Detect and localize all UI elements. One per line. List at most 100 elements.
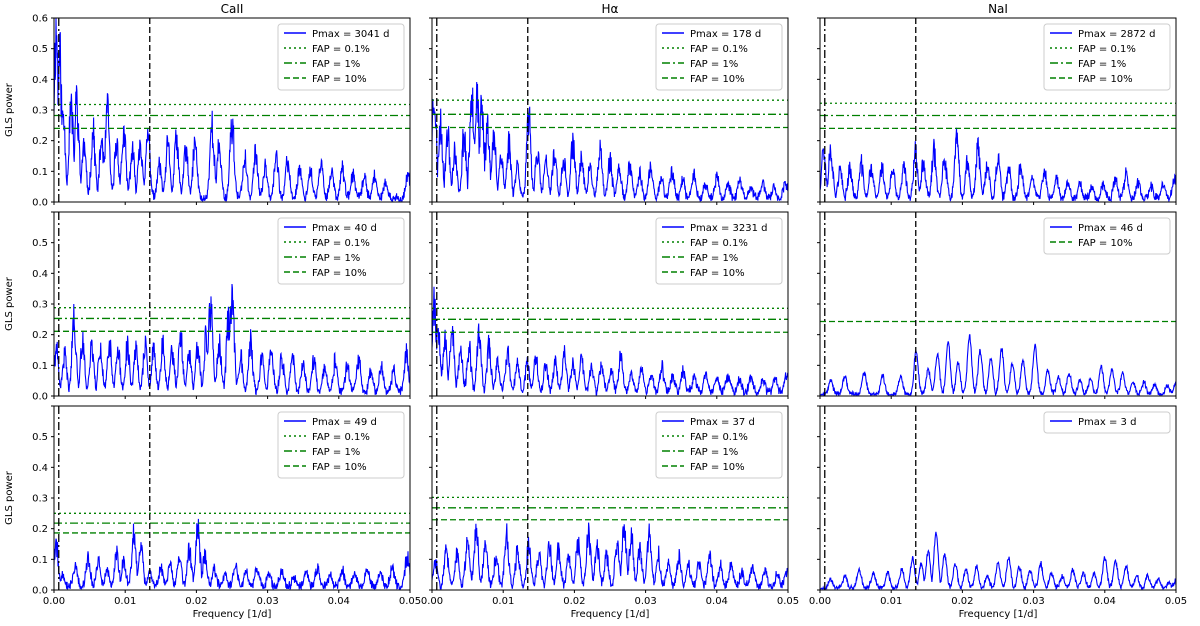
y-axis-label: GLS power <box>4 82 15 137</box>
x-tick-label: 0.00 <box>43 596 65 607</box>
y-tick-label: 0.0 <box>32 198 48 209</box>
legend-fap-label: FAP = 10% <box>312 268 367 279</box>
x-tick-label: 0.01 <box>880 596 902 607</box>
panel-2-2: 0.00 0.01 0.02 0.03 0.04 0.05 Frequency [1/d] P… <box>809 405 1187 620</box>
column-title: CaII <box>221 2 244 16</box>
x-axis-label: Frequency [1/d] <box>193 609 272 620</box>
x-tick-label: 0.00 <box>809 596 831 607</box>
x-axis-label: Frequency [1/d] <box>959 609 1038 620</box>
legend-pmax: Pmax = 3231 d <box>690 223 768 234</box>
y-axis-label: GLS power <box>4 276 15 331</box>
legend-frame <box>1043 411 1171 434</box>
y-tick-label: 0.5 <box>32 238 48 249</box>
x-tick-label: 0.01 <box>114 596 136 607</box>
y-tick-label: 0.1 <box>32 167 48 178</box>
periodogram-line <box>820 127 1176 202</box>
periodogram-line <box>820 531 1176 590</box>
panel-0-0: 0.0 0.1 0.2 0.3 0.4 0.5 0.6 Pmax = 3041 d FAP = … <box>32 14 411 209</box>
x-tick-label: 0.04 <box>1094 596 1116 607</box>
column-title: Hα <box>602 2 619 16</box>
legend-fap-label: FAP = 0.1% <box>690 432 748 443</box>
legend-frame <box>655 217 783 285</box>
panel-2-0: 0.0 0.1 0.2 0.3 0.4 0.5 0.00 0.01 0.02 0.03 0.04 0.… <box>32 405 421 620</box>
y-tick-label: 0.0 <box>32 392 48 403</box>
y-tick-label: 0.3 <box>32 300 48 311</box>
panel-1-1: Pmax = 3231 d FAP = 0.1% FAP = 1% FAP = 10% <box>429 211 789 399</box>
periodogram-line <box>432 522 788 590</box>
legend-fap-label: FAP = 1% <box>690 447 738 458</box>
legend-frame <box>1043 23 1171 91</box>
legend: Pmax = 2872 d FAP = 0.1% FAP = 1% FAP = 10% <box>1043 23 1171 91</box>
y-tick-label: 0.1 <box>32 361 48 372</box>
x-tick-label: 0.01 <box>492 596 514 607</box>
legend-frame <box>277 217 405 285</box>
x-tick-label: 0.05 <box>399 596 421 607</box>
y-tick-label: 0.2 <box>32 330 48 341</box>
legend-frame <box>277 411 405 479</box>
legend-fap-label: FAP = 10% <box>690 462 745 473</box>
y-tick-label: 0.2 <box>32 136 48 147</box>
x-tick-label: 0.03 <box>1022 596 1044 607</box>
legend-fap-label: FAP = 0.1% <box>312 432 370 443</box>
legend-pmax: Pmax = 3041 d <box>312 29 390 40</box>
legend-pmax: Pmax = 178 d <box>690 29 761 40</box>
periodogram-line <box>820 334 1176 396</box>
legend-fap-label: FAP = 0.1% <box>690 44 748 55</box>
panel-1-0: 0.0 0.1 0.2 0.3 0.4 0.5 Pmax = 40 d FAP = 0.1% F… <box>32 211 411 403</box>
legend-fap-label: FAP = 10% <box>312 462 367 473</box>
legend-fap-label: FAP = 10% <box>1078 238 1133 249</box>
x-tick-label: 0.04 <box>328 596 350 607</box>
y-tick-label: 0.5 <box>32 432 48 443</box>
legend-fap-label: FAP = 0.1% <box>690 238 748 249</box>
x-tick-label: 0.02 <box>185 596 207 607</box>
legend: Pmax = 178 d FAP = 0.1% FAP = 1% FAP = 10% <box>655 23 783 91</box>
legend-frame <box>655 23 783 91</box>
legend-frame <box>277 23 405 91</box>
panel-0-1: Pmax = 178 d FAP = 0.1% FAP = 1% FAP = 10% <box>429 17 789 205</box>
y-tick-label: 0.0 <box>32 586 48 597</box>
x-tick-label: 0.02 <box>951 596 973 607</box>
legend-frame <box>1043 217 1171 255</box>
y-tick-label: 0.4 <box>32 75 48 86</box>
legend-fap-label: FAP = 1% <box>312 59 360 70</box>
y-tick-label: 0.5 <box>32 44 48 55</box>
legend: Pmax = 3 d <box>1043 411 1171 434</box>
periodogram-line <box>54 283 410 396</box>
panel-2-1: 0.00 0.01 0.02 0.03 0.04 0.05 Frequency [1/d] P… <box>421 405 799 620</box>
y-tick-label: 0.4 <box>32 269 48 280</box>
x-tick-label: 0.05 <box>777 596 799 607</box>
periodogram-line <box>432 81 788 202</box>
legend-frame <box>655 411 783 479</box>
y-axis-label: GLS power <box>4 470 15 525</box>
legend-pmax: Pmax = 46 d <box>1078 223 1143 234</box>
legend-fap-label: FAP = 1% <box>312 447 360 458</box>
legend-fap-label: FAP = 0.1% <box>312 44 370 55</box>
panel-1-2: Pmax = 46 d FAP = 10% <box>817 211 1177 399</box>
legend-fap-label: FAP = 10% <box>312 74 367 85</box>
legend-fap-label: FAP = 10% <box>1078 74 1133 85</box>
legend-pmax: Pmax = 37 d <box>690 417 755 428</box>
legend-pmax: Pmax = 2872 d <box>1078 29 1156 40</box>
legend-pmax: Pmax = 40 d <box>312 223 377 234</box>
column-title: NaI <box>988 2 1008 16</box>
y-tick-label: 0.4 <box>32 463 48 474</box>
x-tick-label: 0.02 <box>563 596 585 607</box>
x-axis-label: Frequency [1/d] <box>571 609 650 620</box>
y-tick-label: 0.2 <box>32 524 48 535</box>
panel-0-2: Pmax = 2872 d FAP = 0.1% FAP = 1% FAP = 10% <box>817 17 1177 205</box>
y-tick-label: 0.1 <box>32 555 48 566</box>
periodogram-line <box>432 286 788 396</box>
legend: Pmax = 46 d FAP = 10% <box>1043 217 1171 255</box>
x-tick-label: 0.03 <box>256 596 278 607</box>
legend-fap-label: FAP = 1% <box>1078 59 1126 70</box>
legend-fap-label: FAP = 1% <box>312 253 360 264</box>
legend: Pmax = 40 d FAP = 0.1% FAP = 1% FAP = 10% <box>277 217 405 285</box>
legend-fap-label: FAP = 10% <box>690 74 745 85</box>
x-tick-label: 0.00 <box>421 596 443 607</box>
legend-fap-label: FAP = 1% <box>690 59 738 70</box>
legend-fap-label: FAP = 0.1% <box>1078 44 1136 55</box>
legend: Pmax = 3231 d FAP = 0.1% FAP = 1% FAP = 10% <box>655 217 783 285</box>
periodogram-line <box>54 18 410 202</box>
y-tick-label: 0.3 <box>32 494 48 505</box>
